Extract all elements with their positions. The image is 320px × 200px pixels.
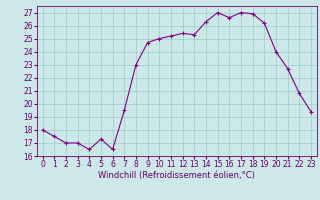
X-axis label: Windchill (Refroidissement éolien,°C): Windchill (Refroidissement éolien,°C) [98, 171, 255, 180]
